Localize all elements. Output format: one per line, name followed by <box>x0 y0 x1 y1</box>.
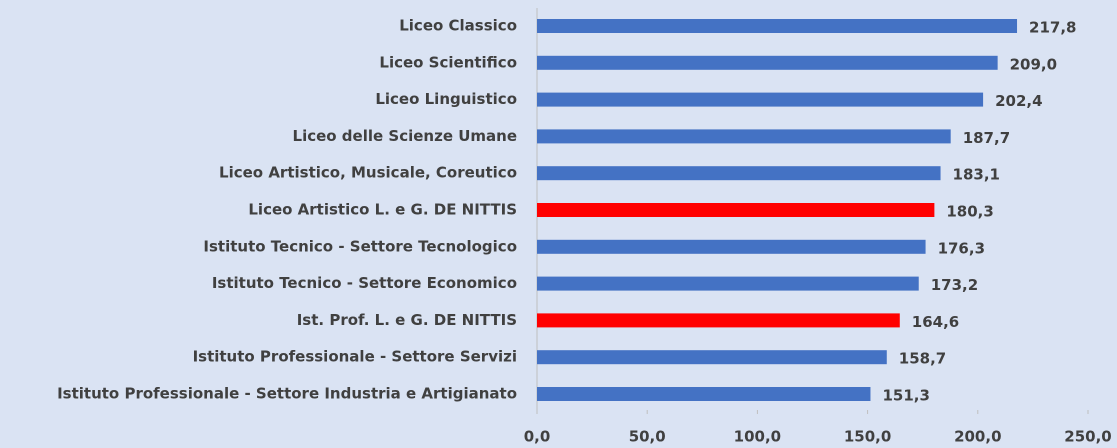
y-tick-label: Ist. Prof. L. e G. DE NITTIS <box>297 311 517 329</box>
value-label: 164,6 <box>912 313 959 331</box>
value-label: 183,1 <box>953 166 1000 184</box>
y-tick-label: Liceo Linguistico <box>375 90 517 108</box>
y-tick-label: Istituto Professionale - Settore Servizi <box>193 348 517 366</box>
bar <box>537 92 984 107</box>
bar <box>537 276 919 291</box>
y-tick-label: Liceo Classico <box>399 17 517 35</box>
y-tick-label: Liceo Scientifico <box>379 53 517 71</box>
value-label: 180,3 <box>946 203 993 221</box>
x-tick-label: 100,0 <box>734 428 781 446</box>
x-tick-label: 150,0 <box>844 428 891 446</box>
value-label: 187,7 <box>963 129 1010 147</box>
x-tick-label: 0,0 <box>524 428 551 446</box>
bar <box>537 387 871 401</box>
value-label: 202,4 <box>995 92 1042 110</box>
value-label: 151,3 <box>882 387 929 405</box>
bar <box>537 350 887 365</box>
value-label: 217,8 <box>1029 19 1076 37</box>
bar <box>537 203 935 217</box>
bar <box>537 55 998 70</box>
bar <box>537 239 926 254</box>
bar <box>537 19 1018 33</box>
x-tick-label: 250,0 <box>1064 428 1111 446</box>
x-tick-label: 50,0 <box>629 428 666 446</box>
y-tick-label: Liceo Artistico L. e G. DE NITTIS <box>248 201 517 219</box>
x-tick-label: 200,0 <box>954 428 1001 446</box>
y-tick-label: Istituto Tecnico - Settore Tecnologico <box>203 237 517 255</box>
bar <box>537 166 941 181</box>
y-tick-label: Liceo delle Scienze Umane <box>293 127 517 145</box>
y-tick-label: Istituto Tecnico - Settore Economico <box>212 274 517 292</box>
bar <box>537 129 951 144</box>
value-label: 158,7 <box>899 350 946 368</box>
value-label: 173,2 <box>931 276 978 294</box>
bar <box>537 313 900 328</box>
y-tick-label: Istituto Professionale - Settore Industr… <box>57 385 517 403</box>
value-label: 176,3 <box>938 239 985 257</box>
y-tick-label: Liceo Artistico, Musicale, Coreutico <box>219 164 517 182</box>
value-label: 209,0 <box>1010 55 1057 73</box>
